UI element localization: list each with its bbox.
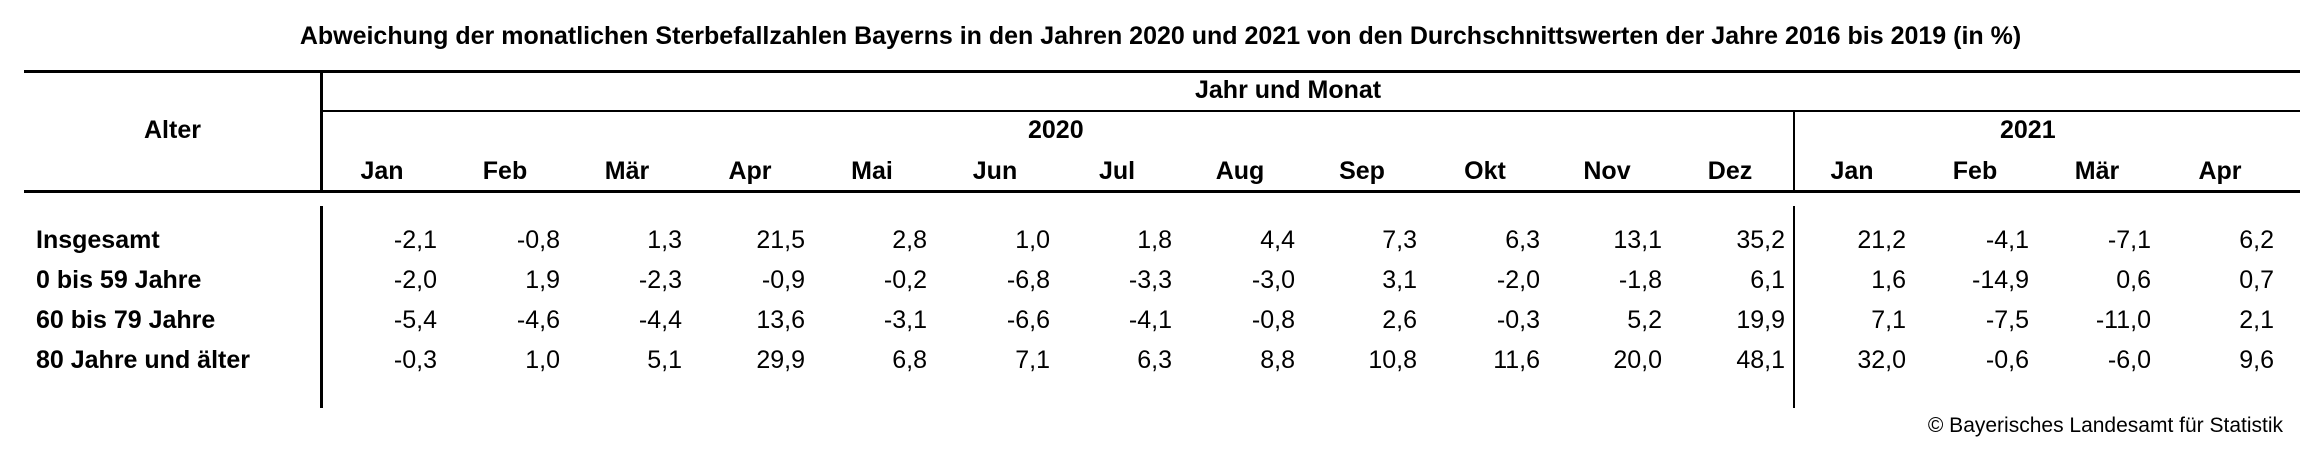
table-cell: 6,3 (1137, 346, 1172, 374)
month-header: Mär (2074, 157, 2120, 185)
year-header-2020: 2020 (1028, 116, 1084, 144)
month-header: Jan (1830, 157, 1874, 185)
table-cell: 3,1 (1382, 266, 1417, 294)
month-header: Jul (1098, 157, 1136, 185)
table-cell: 9,6 (2239, 346, 2274, 374)
month-header: Feb (482, 157, 528, 185)
table-cell: -7,1 (2107, 226, 2151, 254)
table-cell: 5,2 (1627, 306, 1662, 334)
month-header: Apr (2198, 157, 2242, 185)
top-rule (24, 70, 2300, 73)
month-header: Aug (1215, 157, 1265, 185)
table-cell: 1,3 (647, 226, 682, 254)
table-cell: -3,0 (1251, 266, 1295, 294)
table-cell: 19,9 (1736, 306, 1785, 334)
table-cell: 6,8 (892, 346, 927, 374)
table-cell: -3,1 (883, 306, 927, 334)
table-cell: -0,3 (393, 346, 437, 374)
table-cell: 6,3 (1505, 226, 1540, 254)
table-cell: 0,6 (2116, 266, 2151, 294)
month-header: Jun (972, 157, 1018, 185)
table-cell: 2,8 (892, 226, 927, 254)
table-cell: 32,0 (1857, 346, 1906, 374)
stub-divider-header (320, 70, 323, 192)
copyright-note: © Bayerisches Landesamt für Statistik (1927, 414, 2283, 437)
table-cell: 21,2 (1857, 226, 1906, 254)
row-label: Insgesamt (36, 226, 160, 254)
row-label: 80 Jahre und älter (36, 346, 250, 374)
year-divider-body (1793, 206, 1795, 408)
group-label-header: Jahr und Monat (1195, 76, 1382, 104)
table-cell: -2,0 (1496, 266, 1540, 294)
table-cell: -14,9 (1972, 266, 2029, 294)
month-header: Apr (728, 157, 772, 185)
table-cell: 35,2 (1736, 226, 1785, 254)
month-header: Feb (1952, 157, 1998, 185)
table-cell: -3,3 (1128, 266, 1172, 294)
table-cell: 1,6 (1871, 266, 1906, 294)
table-cell: 4,4 (1260, 226, 1295, 254)
row-label-header: Alter (144, 116, 201, 144)
table-cell: 7,1 (1871, 306, 1906, 334)
month-header: Jan (360, 157, 404, 185)
table-cell: 7,1 (1015, 346, 1050, 374)
table-cell: -5,4 (393, 306, 437, 334)
table-cell: 20,0 (1613, 346, 1662, 374)
row-label: 0 bis 59 Jahre (36, 266, 202, 294)
table-cell: 7,3 (1382, 226, 1417, 254)
stub-divider-body (320, 206, 323, 408)
year-divider-header (1793, 110, 1795, 192)
header-bottom-rule (24, 190, 2300, 193)
table-cell: -2,1 (393, 226, 437, 254)
table-cell: -0,8 (1251, 306, 1295, 334)
table-cell: -0,2 (883, 266, 927, 294)
table-cell: -4,1 (1128, 306, 1172, 334)
table-cell: 6,2 (2239, 226, 2274, 254)
table-cell: 1,8 (1137, 226, 1172, 254)
month-header: Mär (604, 157, 650, 185)
table-cell: 13,1 (1613, 226, 1662, 254)
year-header-2021: 2021 (2000, 116, 2056, 144)
table-cell: 48,1 (1736, 346, 1785, 374)
table-cell: 0,7 (2239, 266, 2274, 294)
group-rule (322, 110, 2300, 112)
table-cell: 6,1 (1750, 266, 1785, 294)
table-cell: -0,9 (761, 266, 805, 294)
table-cell: -0,8 (516, 226, 560, 254)
table-cell: -7,5 (1985, 306, 2029, 334)
table-cell: -4,6 (516, 306, 560, 334)
table-cell: -2,0 (393, 266, 437, 294)
table-cell: -0,6 (1985, 346, 2029, 374)
table-cell: 5,1 (647, 346, 682, 374)
table-cell: 13,6 (756, 306, 805, 334)
table-cell: 1,0 (525, 346, 560, 374)
table-cell: -6,6 (1006, 306, 1050, 334)
table-cell: -2,3 (638, 266, 682, 294)
table-cell: -6,8 (1006, 266, 1050, 294)
table-cell: 29,9 (756, 346, 805, 374)
table-cell: -0,3 (1496, 306, 1540, 334)
table-cell: 2,1 (2239, 306, 2274, 334)
table-cell: -6,0 (2107, 346, 2151, 374)
table-cell: -11,0 (2095, 306, 2151, 334)
table-cell: 8,8 (1260, 346, 1295, 374)
table-cell: 2,6 (1382, 306, 1417, 334)
table-cell: 1,9 (525, 266, 560, 294)
table-cell: -4,4 (638, 306, 682, 334)
table-cell: 11,6 (1493, 346, 1540, 374)
table-cell: 10,8 (1368, 346, 1417, 374)
table-title: Abweichung der monatlichen Sterbefallzah… (299, 22, 2022, 50)
table-cell: 1,0 (1015, 226, 1050, 254)
month-header: Sep (1339, 157, 1385, 185)
row-label: 60 bis 79 Jahre (36, 306, 216, 334)
table-cell: 21,5 (756, 226, 805, 254)
month-header: Nov (1583, 157, 1631, 185)
table-cell: -4,1 (1985, 226, 2029, 254)
month-header: Dez (1707, 157, 1753, 185)
month-header: Okt (1464, 157, 1506, 185)
month-header: Mai (851, 157, 893, 185)
table-cell: -1,8 (1618, 266, 1662, 294)
